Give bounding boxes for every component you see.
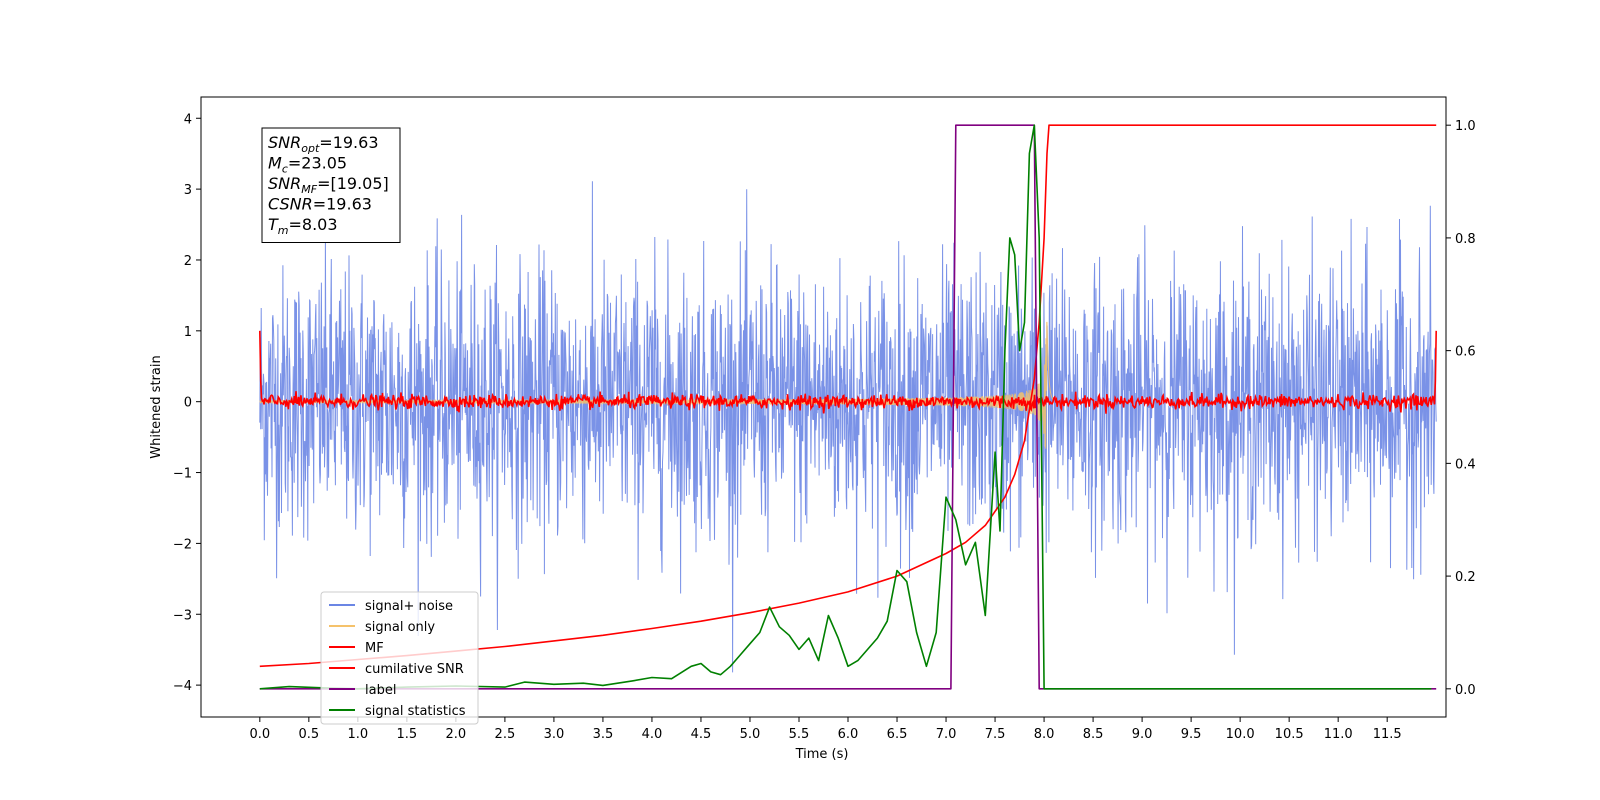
stats-line: Tm=8.03 <box>268 215 338 237</box>
x-tick-label: 0.5 <box>298 727 319 742</box>
y-right-tick-label: 0.0 <box>1455 683 1476 698</box>
x-tick-label: 1.5 <box>397 727 418 742</box>
y-left-tick-label: −3 <box>173 608 192 623</box>
y-left-axis-ticks: 4 3 2 1 0 −1 −2 −3 −4 <box>173 112 201 694</box>
x-tick-label: 3.5 <box>593 727 614 742</box>
y-right-tick-label: 0.6 <box>1455 345 1476 360</box>
y-right-tick-label: 0.4 <box>1455 457 1476 472</box>
x-tick-label: 2.0 <box>446 727 467 742</box>
series-signal-noise <box>259 181 1437 673</box>
series-mf <box>259 330 1437 414</box>
x-tick-label: 3.0 <box>544 727 565 742</box>
y-left-tick-label: 0 <box>184 396 192 411</box>
legend-label: MF <box>365 641 384 656</box>
legend-label: label <box>365 683 396 698</box>
stats-line: CSNR=19.63 <box>268 195 372 214</box>
x-tick-label: 10.5 <box>1275 727 1304 742</box>
x-tick-label: 2.5 <box>495 727 516 742</box>
x-tick-label: 7.5 <box>985 727 1006 742</box>
x-tick-label: 7.0 <box>936 727 957 742</box>
x-tick-label: 11.0 <box>1324 727 1353 742</box>
legend-label: signal only <box>365 620 435 635</box>
x-tick-label: 6.5 <box>887 727 908 742</box>
y-left-tick-label: −4 <box>173 679 192 694</box>
y-right-axis-ticks: 1.0 0.8 0.6 0.4 0.2 0.0 <box>1446 119 1476 698</box>
x-tick-label: 9.5 <box>1181 727 1202 742</box>
x-tick-label: 6.0 <box>838 727 859 742</box>
y-left-tick-label: −2 <box>173 537 192 552</box>
x-tick-label: 8.5 <box>1083 727 1104 742</box>
y-left-tick-label: −1 <box>173 467 192 482</box>
x-axis-title: Time (s) <box>795 747 849 762</box>
legend: signal+ noise signal only MF cumilative SNR… <box>320 591 479 725</box>
legend-frame <box>320 591 479 725</box>
x-tick-label: 5.5 <box>789 727 810 742</box>
x-tick-label: 1.0 <box>348 727 369 742</box>
y-left-tick-label: 1 <box>184 325 192 340</box>
y-right-tick-label: 0.8 <box>1455 232 1476 247</box>
x-tick-label: 0.0 <box>249 727 270 742</box>
y-left-tick-label: 2 <box>184 254 192 269</box>
y-axis-title: Whitened strain <box>149 355 164 458</box>
legend-label: signal+ noise <box>365 599 453 614</box>
stats-line: SNRopt=19.63 <box>268 133 379 155</box>
x-tick-label: 8.0 <box>1034 727 1055 742</box>
stats-line: Mc=23.05 <box>268 154 347 176</box>
stats-box-frame <box>261 127 401 243</box>
stats-line: SNRMF=[19.05] <box>268 174 389 196</box>
stats-annotation: SNRopt=19.63Mc=23.05SNRMF=[19.05]CSNR=19… <box>261 127 401 243</box>
legend-label: cumilative SNR <box>365 662 464 677</box>
legend-label: signal statistics <box>365 704 466 719</box>
y-right-tick-label: 1.0 <box>1455 119 1476 134</box>
x-axis-ticks: 0.0 0.5 1.0 1.5 2.0 2.5 3.0 3.5 4.0 4.5 5.0 5.5 6.0 6… <box>249 717 1402 742</box>
y-left-tick-label: 4 <box>184 112 192 127</box>
x-tick-label: 4.5 <box>691 727 712 742</box>
x-tick-label: 11.5 <box>1373 727 1402 742</box>
series-signal-statistics <box>259 124 1432 690</box>
plot-frame <box>200 96 1447 718</box>
y-right-tick-label: 0.2 <box>1455 570 1476 585</box>
x-tick-label: 10.0 <box>1226 727 1255 742</box>
y-left-tick-label: 3 <box>184 183 192 198</box>
x-tick-label: 5.0 <box>740 727 761 742</box>
x-tick-label: 9.0 <box>1132 727 1153 742</box>
x-tick-label: 4.0 <box>642 727 663 742</box>
